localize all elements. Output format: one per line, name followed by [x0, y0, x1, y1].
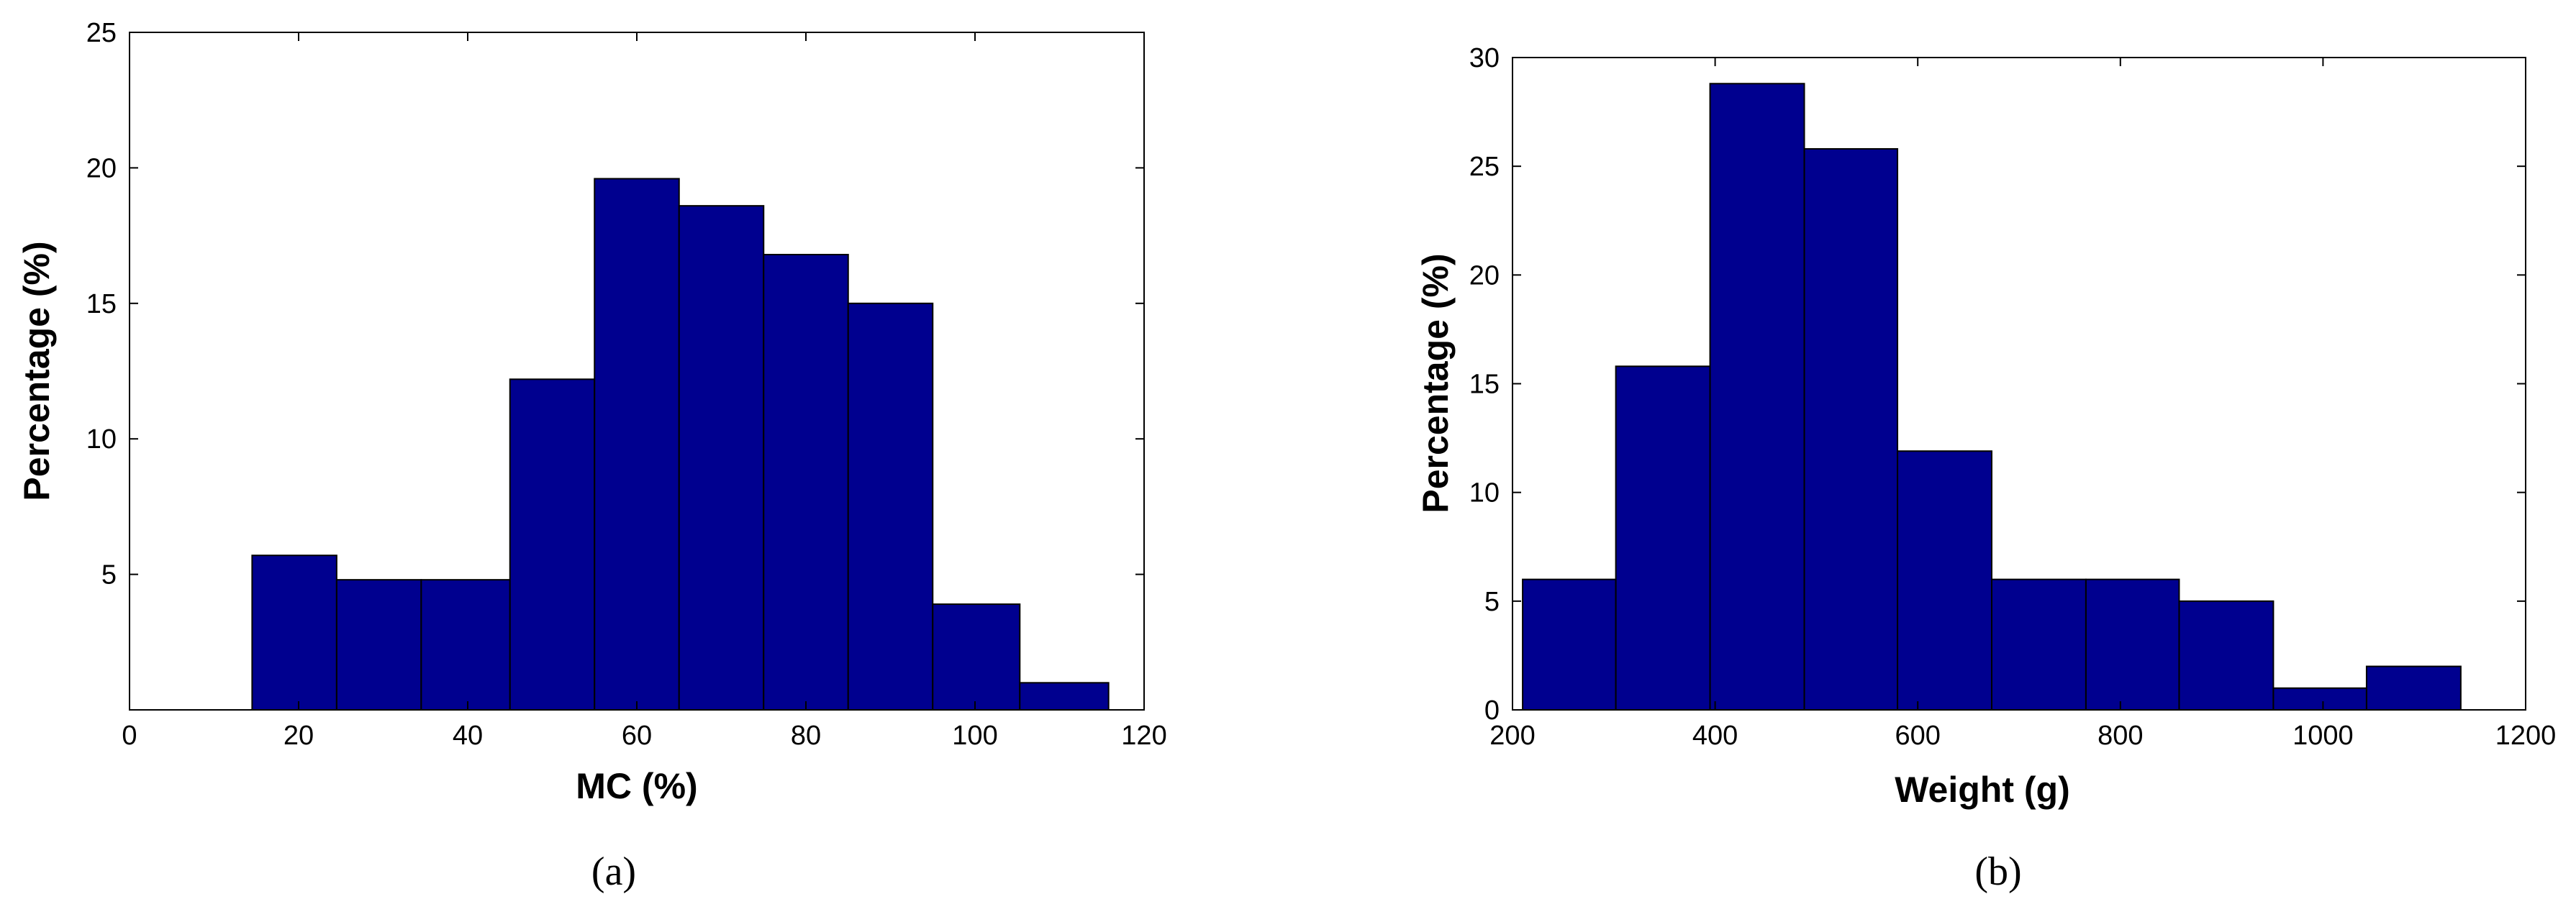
histogram-bar	[1709, 83, 1805, 711]
x-tick-label: 200	[1489, 721, 1535, 751]
y-axis-label: Percentage (%)	[17, 241, 57, 501]
x-tick-label: 0	[122, 721, 137, 751]
x-tick-label: 120	[1121, 721, 1166, 751]
y-tick-label: 25	[86, 18, 117, 48]
histogram-bar	[2365, 665, 2462, 711]
histogram-bar	[2272, 687, 2367, 711]
x-tick-label: 800	[2097, 721, 2143, 751]
histogram-bar	[2178, 600, 2275, 711]
y-tick-label: 15	[1469, 370, 1500, 400]
histogram-bar	[1615, 365, 1711, 711]
x-tick-label: 40	[453, 721, 483, 751]
x-axis-label: MC (%)	[576, 766, 697, 806]
histogram-bar	[2085, 578, 2180, 711]
histogram-bar	[1897, 450, 1992, 711]
x-tick-label: 400	[1692, 721, 1738, 751]
x-axis-label: Weight (g)	[1895, 770, 2069, 810]
histogram-panel-b: 200 400 600 800 1000 1200 0 5 10 15 20 25 30 Weight (…	[1415, 43, 2556, 894]
panel-label: (b)	[1974, 849, 2021, 894]
histogram-bar	[847, 302, 934, 711]
y-tick-label: 30	[1469, 43, 1500, 73]
x-tick-label: 80	[791, 721, 821, 751]
x-tick-label: 100	[952, 721, 997, 751]
histogram-bar	[932, 603, 1021, 711]
x-tick-label: 600	[1895, 721, 1940, 751]
histogram-bar	[1803, 147, 1899, 711]
histogram-bar	[1522, 578, 1617, 711]
x-tick-label: 20	[284, 721, 314, 751]
y-tick-label: 10	[86, 424, 117, 455]
histogram-bar	[594, 178, 680, 711]
x-tick-label: 1000	[2292, 721, 2354, 751]
y-tick-label: 5	[101, 560, 117, 590]
histogram-bar	[1990, 578, 2087, 711]
y-axis-label: Percentage (%)	[1415, 253, 1456, 513]
y-tick-label: 20	[1469, 260, 1500, 291]
y-tick-label: 0	[1484, 695, 1500, 726]
histogram-bar	[420, 579, 511, 711]
x-tick-label: 1200	[2495, 721, 2557, 751]
histogram-bar	[763, 253, 849, 711]
y-tick-label: 5	[1484, 587, 1500, 617]
y-tick-label: 25	[1469, 152, 1500, 182]
histogram-bar	[509, 378, 596, 711]
histogram-bar	[251, 555, 337, 711]
histogram-bar	[1019, 682, 1110, 711]
y-tick-label: 20	[86, 153, 117, 183]
histogram-bar	[678, 205, 765, 711]
histogram-bar	[335, 579, 422, 711]
y-tick-label: 15	[86, 289, 117, 319]
panel-label: (a)	[591, 849, 636, 894]
y-tick-label: 10	[1469, 478, 1500, 508]
x-tick-label: 60	[622, 721, 652, 751]
histogram-panel-a: 0 20 40 60 80 100 120 5 10 15 20 25 MC (%) Percentage…	[17, 18, 1167, 894]
